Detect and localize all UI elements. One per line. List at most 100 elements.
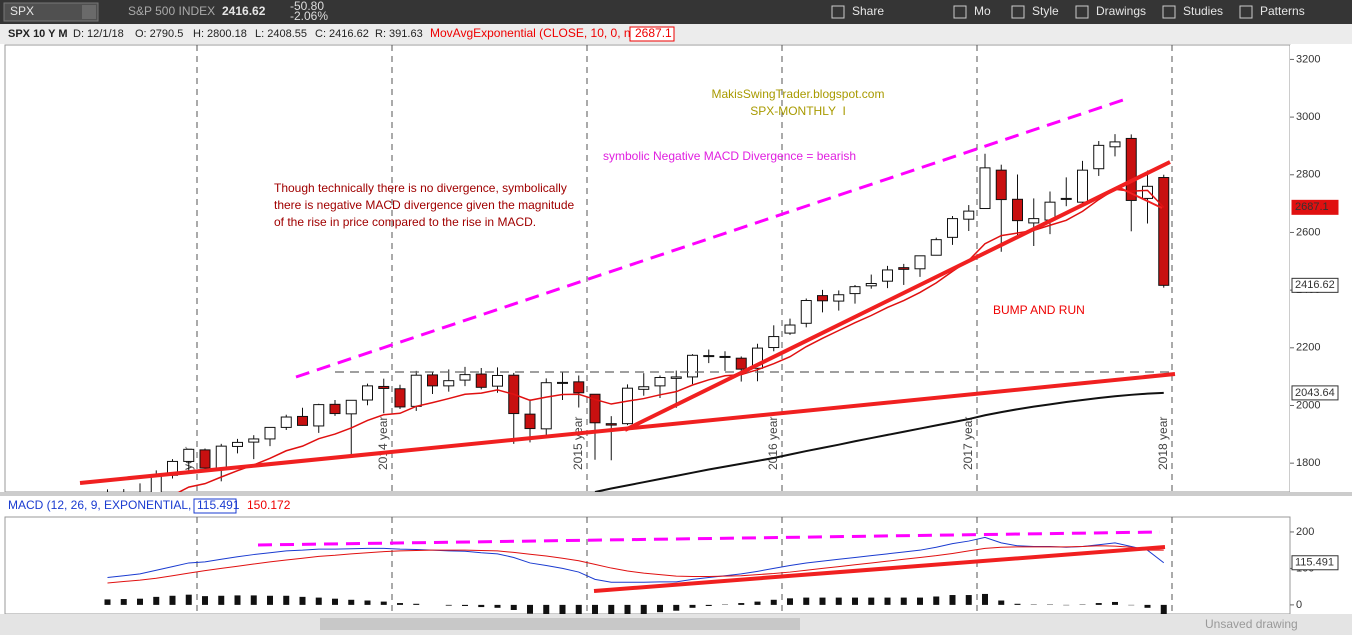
histogram-bar <box>868 597 875 605</box>
histogram-bar <box>689 604 696 608</box>
ema-long-value-box <box>1291 385 1339 401</box>
candle-body <box>752 347 763 369</box>
status: Unsaved drawing <box>1205 617 1298 631</box>
histogram-bar <box>153 596 160 605</box>
candle-body <box>150 475 162 492</box>
symbol-dropdown[interactable] <box>82 5 96 19</box>
candle-body <box>833 294 845 302</box>
trendline[interactable] <box>1119 187 1163 209</box>
histogram-bar <box>1112 601 1118 605</box>
toolbar-button[interactable]: Studies <box>1183 4 1223 18</box>
ema-line <box>177 188 1165 492</box>
candle-body <box>264 426 276 440</box>
candle-body <box>654 377 666 387</box>
candle-body <box>378 385 390 389</box>
candle-body <box>232 441 243 447</box>
scroll-thumb[interactable] <box>320 618 800 630</box>
candle-body <box>947 218 958 238</box>
candle-body <box>459 374 471 381</box>
candle-body <box>622 387 633 425</box>
histogram-bar <box>640 604 647 614</box>
candle-body <box>427 374 438 387</box>
histogram-bar <box>202 596 208 605</box>
macd-value: 115.491 <box>1295 557 1334 569</box>
histogram-bar <box>315 597 322 605</box>
signal-value: 150.172 <box>247 498 291 512</box>
study-value-box <box>629 26 675 42</box>
candle-body <box>817 295 828 302</box>
trendline[interactable] <box>295 97 1127 379</box>
study-label: MovAvgExponential (CLOSE, 10, 0, no) <box>430 26 641 40</box>
header-field: R: 391.63 <box>375 28 423 40</box>
histogram-bar <box>527 604 533 614</box>
candle-body <box>313 404 325 427</box>
year-label: 2018 year <box>1156 417 1170 470</box>
symbol-input[interactable] <box>3 2 99 22</box>
annotation: of the rise in price compared to the ris… <box>274 215 536 229</box>
histogram-bar <box>917 597 923 605</box>
candle-body <box>573 381 585 394</box>
histogram-bar <box>754 601 761 605</box>
candle-body <box>930 239 942 256</box>
button-icon[interactable] <box>1162 5 1176 19</box>
toolbar-button[interactable]: Patterns <box>1260 4 1305 18</box>
histogram-bar <box>1160 604 1167 614</box>
ema-value: 2687.1 <box>1295 201 1329 213</box>
histogram-bar <box>575 604 582 614</box>
splitter[interactable] <box>0 492 1352 496</box>
candle-body <box>670 376 682 379</box>
candle-body <box>443 380 455 387</box>
histogram-bar <box>397 603 403 605</box>
histogram-bar <box>998 600 1005 605</box>
study-value: 2687.1 <box>635 26 672 40</box>
histogram-bar <box>624 604 631 614</box>
candle-body <box>199 449 211 469</box>
histogram-bar <box>770 599 777 605</box>
candle-body <box>800 300 812 324</box>
price-axis <box>1290 45 1352 492</box>
y-tick-label: 200 <box>1296 526 1314 538</box>
histogram-bar <box>657 604 663 613</box>
toolbar-button[interactable]: Share <box>852 4 884 18</box>
button-icon[interactable] <box>1239 5 1253 19</box>
histogram-bar <box>137 598 143 605</box>
trendline[interactable] <box>624 160 1171 432</box>
pct-change: -2.06% <box>290 9 328 23</box>
y-tick-label: 1800 <box>1296 457 1320 469</box>
histogram-bar <box>364 600 371 605</box>
annotation: SPX-MONTHLY I <box>750 104 846 118</box>
annotation: MakisSwingTrader.blogspot.com <box>712 87 885 101</box>
y-tick-label: 2000 <box>1296 399 1320 411</box>
histogram-bar <box>120 599 127 605</box>
header-field: H: 2800.18 <box>193 28 247 40</box>
description: S&P 500 INDEX <box>128 4 215 18</box>
trendline[interactable] <box>257 530 1161 547</box>
candle-body <box>540 382 552 430</box>
toolbar-button[interactable]: Style <box>1032 4 1059 18</box>
button-icon[interactable] <box>831 5 845 19</box>
candle-body <box>605 423 617 426</box>
histogram-bar <box>738 603 745 605</box>
button-icon[interactable] <box>1011 5 1025 19</box>
symbol: SPX <box>10 4 34 18</box>
histogram-bar <box>852 597 858 605</box>
toolbar-button[interactable]: Drawings <box>1096 4 1146 18</box>
histogram-bar <box>1014 603 1021 605</box>
histogram-bar <box>494 604 501 608</box>
toolbar-button[interactable]: Mo <box>974 4 991 18</box>
histogram-bar <box>413 603 420 605</box>
close-value-box <box>1291 277 1339 293</box>
year-label: 2015 year <box>571 417 585 470</box>
button-icon[interactable] <box>1075 5 1089 19</box>
macd-drawings <box>257 530 1166 593</box>
trendline[interactable] <box>593 545 1166 593</box>
macd-value-box <box>1291 555 1339 571</box>
histogram-bar <box>803 597 810 605</box>
histogram-bar <box>949 595 956 605</box>
drawings <box>79 97 1176 485</box>
candle-body <box>215 445 227 469</box>
y-tick-label: 0 <box>1296 599 1302 611</box>
histogram-bar <box>234 595 241 605</box>
button-icon[interactable] <box>953 5 967 19</box>
